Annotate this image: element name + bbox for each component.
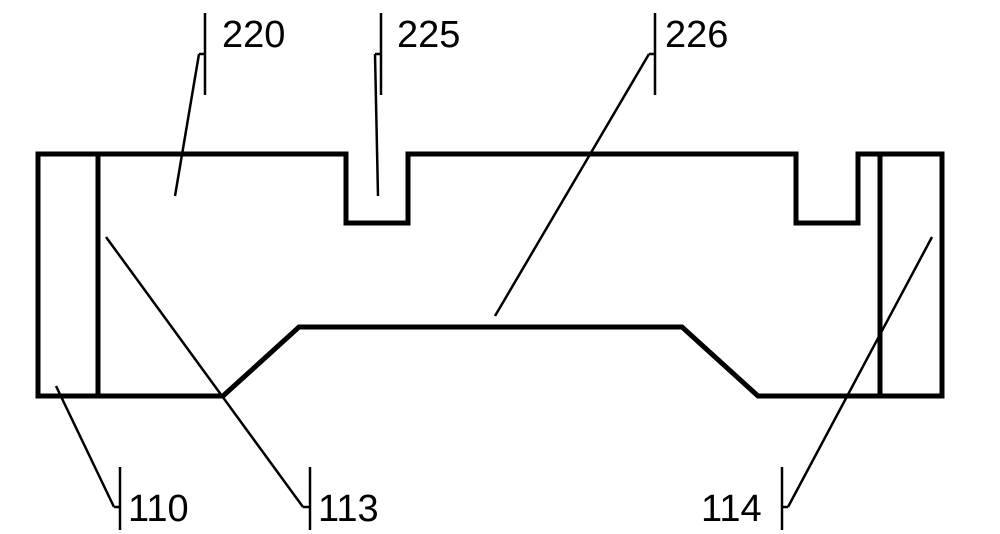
leader-line [175,54,199,196]
technical-diagram: 220 225 226 110 113 114 [0,0,1000,534]
reference-number: 113 [318,488,379,530]
reference-number: 114 [701,488,762,530]
component-outline [38,154,942,396]
label-114: 114 [701,237,932,530]
reference-number: 226 [665,14,728,56]
reference-number: 110 [128,488,189,530]
label-110: 110 [56,386,189,530]
reference-number: 220 [222,14,285,56]
label-220: 220 [175,13,285,196]
reference-number: 225 [397,14,460,56]
inner-partition-lines [98,154,880,396]
leader-line [375,54,378,196]
reference-labels: 220 225 226 110 113 114 [56,13,932,530]
leader-line [106,237,303,507]
label-225: 225 [375,13,460,196]
label-113: 113 [106,237,379,530]
leader-line [495,54,649,316]
leader-line [56,386,114,507]
leader-line [788,237,932,507]
label-226: 226 [495,13,728,316]
